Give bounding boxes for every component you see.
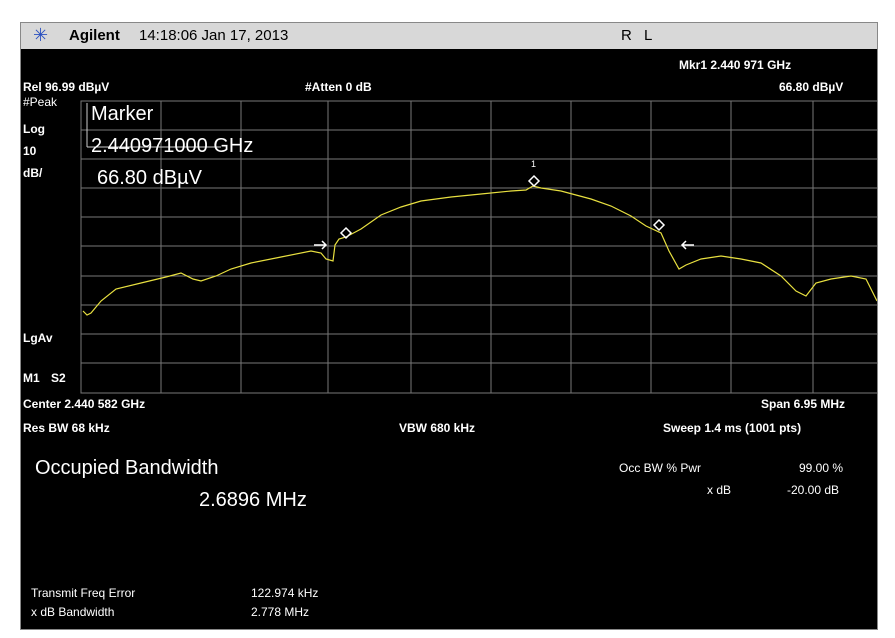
xbw-value: 2.778 MHz: [251, 605, 310, 619]
display: [80, 100, 877, 394]
marker-diamond: [339, 226, 353, 240]
trace: [82, 185, 877, 316]
marker-box-freq: 2.440971000 GHz: [91, 135, 254, 157]
occ-label: Occ BW % Pwr: [619, 461, 702, 475]
result-title: Occupied Bandwidth: [35, 457, 219, 479]
s2: S2: [51, 371, 66, 385]
detector: #Peak: [23, 95, 58, 109]
marker-title: Marker: [91, 103, 154, 125]
logo-icon: ✳: [33, 25, 49, 45]
marker-box-frame: [86, 103, 221, 148]
arrow-right: [314, 240, 328, 250]
analyzer-screen: ✳ Agilent 14:18:06 Jan 17, 2013 R L 1 Mk…: [20, 22, 878, 630]
marker-level: 66.80 dBµV: [779, 80, 844, 94]
marker-index: 1: [531, 159, 537, 169]
marker-box-level: 66.80 dBµV: [97, 167, 202, 189]
tfe-label: Transmit Freq Error: [31, 586, 136, 600]
attenuation: #Atten 0 dB: [305, 80, 372, 94]
unit: dB/: [23, 166, 43, 180]
timestamp: 14:18:06 Jan 17, 2013: [139, 27, 289, 44]
vbw: VBW 680 kHz: [399, 421, 476, 435]
marker-freq: Mkr1 2.440 971 GHz: [679, 58, 792, 72]
xdb-label: x dB: [707, 483, 732, 497]
mode: R L: [621, 27, 657, 44]
m1: M1: [23, 371, 40, 385]
span: Span 6.95 MHz: [761, 397, 846, 411]
grid-frame: [80, 100, 877, 394]
marker-diamond: [527, 174, 541, 188]
brand: Agilent: [69, 27, 120, 44]
grid: [80, 100, 877, 394]
scale: Log: [23, 122, 45, 136]
marker-diamond: [652, 218, 666, 232]
center-freq: Center 2.440 582 GHz: [23, 397, 146, 411]
result-value: 2.6896 MHz: [199, 489, 307, 511]
average: LgAv: [23, 331, 53, 345]
ref-level: Rel 96.99 dBµV: [23, 80, 110, 94]
grid-lines: [81, 101, 877, 393]
header-bar: ✳ Agilent 14:18:06 Jan 17, 2013 R L: [21, 23, 877, 49]
xdb-value: -20.00 dB: [787, 483, 840, 497]
arrow-left: [680, 240, 694, 250]
per-div: 10: [23, 144, 37, 158]
tfe-value: 122.974 kHz: [251, 586, 319, 600]
sweep: Sweep 1.4 ms (1001 pts): [663, 421, 802, 435]
res-bw: Res BW 68 kHz: [23, 421, 110, 435]
markers: [86, 103, 694, 250]
occ-value: 99.00 %: [799, 461, 844, 475]
xbw-label: x dB Bandwidth: [31, 605, 115, 619]
